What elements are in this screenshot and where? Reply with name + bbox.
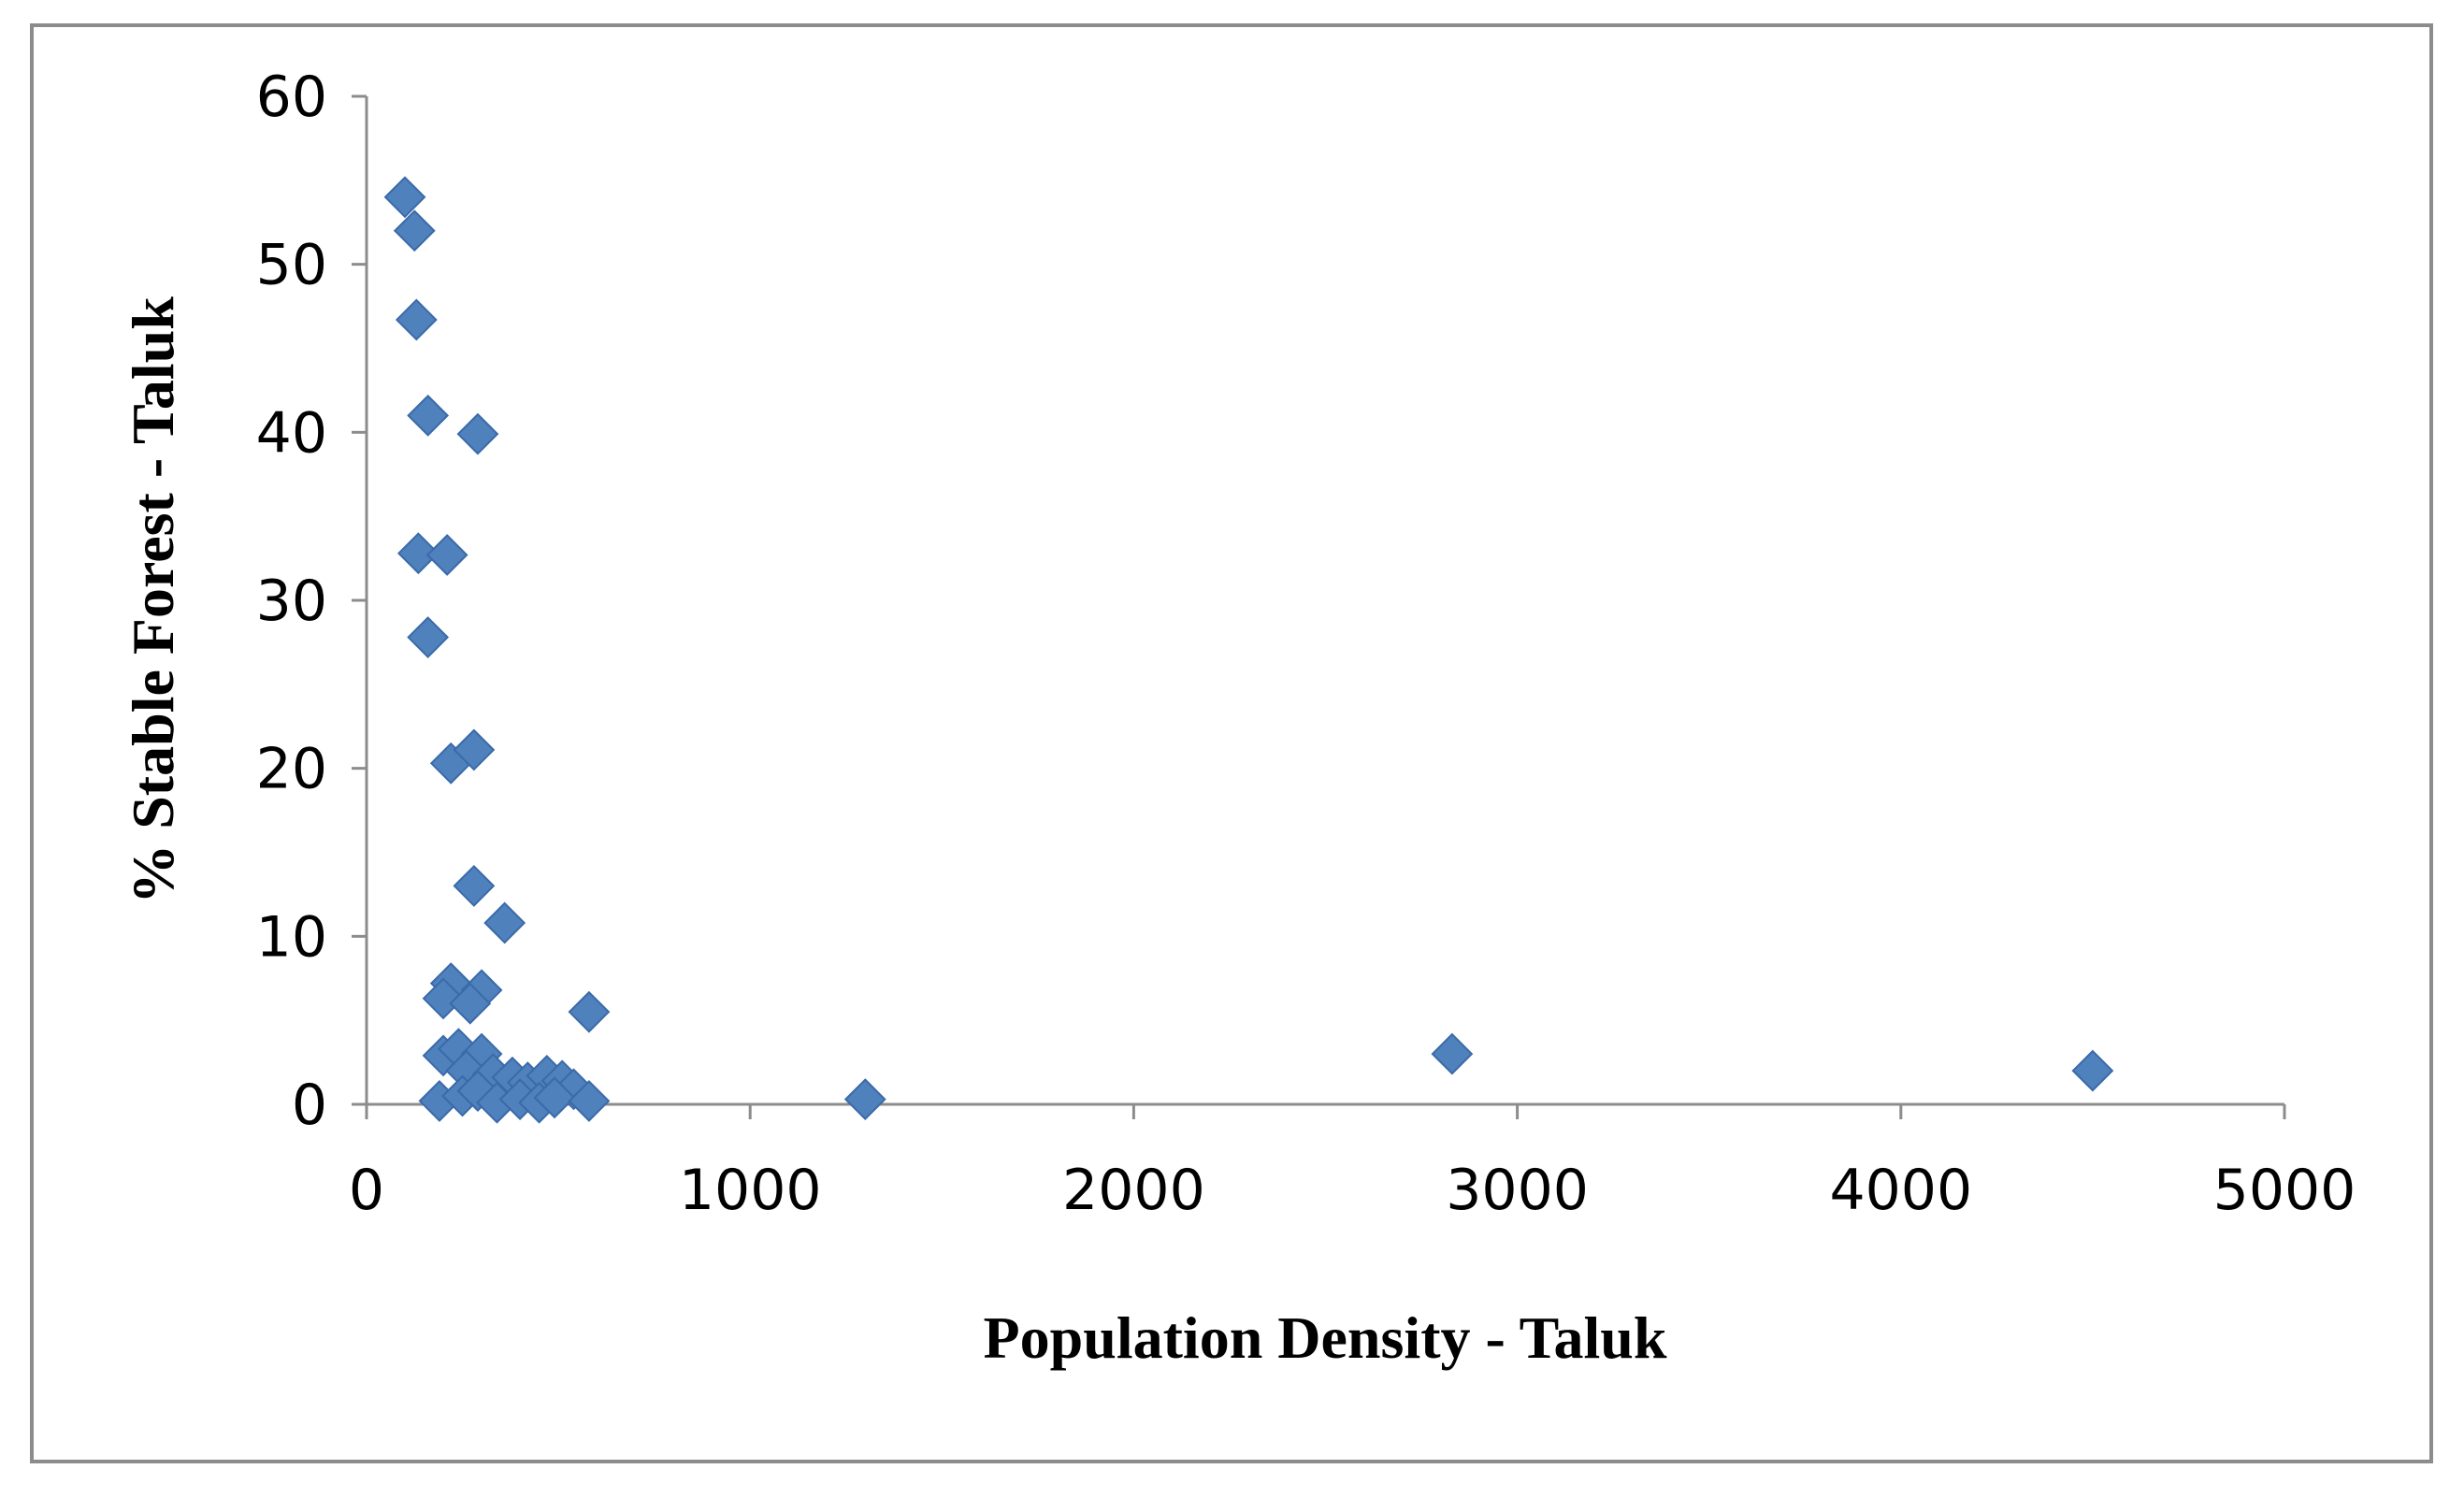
data-point: [568, 1079, 611, 1122]
x-tick-label: 0: [349, 1158, 384, 1223]
data-point: [425, 534, 468, 576]
y-tick-label: 60: [256, 65, 327, 130]
data-point: [395, 298, 438, 341]
y-tick-label: 50: [256, 233, 327, 298]
data-point: [843, 1078, 886, 1121]
x-ticks: 0 1000 2000 3000 4000 5000: [349, 1104, 2356, 1223]
data-point: [383, 176, 426, 219]
x-tick-label: 2000: [1062, 1158, 1205, 1223]
y-axis-title: % Stable Forest - Taluk: [120, 296, 186, 904]
chart-frame: [30, 23, 2433, 1463]
data-point: [483, 901, 526, 944]
data-point: [453, 865, 496, 907]
y-tick-label: 30: [256, 569, 327, 634]
data-point: [396, 532, 439, 575]
y-tick-label: 10: [256, 904, 327, 970]
data-point: [422, 977, 465, 1020]
data-point: [449, 982, 492, 1025]
data-point: [393, 209, 436, 252]
data-point: [2071, 1049, 2114, 1092]
data-point: [568, 990, 611, 1033]
data-point: [1431, 1032, 1474, 1075]
y-tick-label: 40: [256, 400, 327, 466]
data-point: [453, 728, 496, 771]
y-ticks: 0 10 20 30 40 50 60: [256, 65, 367, 1138]
data-point: [407, 394, 450, 437]
x-axis-title: Population Density - Taluk: [984, 1304, 1667, 1371]
data-point: [407, 616, 450, 658]
y-tick-label: 0: [292, 1073, 327, 1138]
data-point: [533, 1076, 576, 1119]
data-markers: [383, 176, 2114, 1124]
y-tick-label: 20: [256, 737, 327, 802]
x-tick-label: 4000: [1829, 1158, 1972, 1223]
x-tick-label: 5000: [2213, 1158, 2356, 1223]
x-tick-label: 1000: [679, 1158, 822, 1223]
data-point: [456, 1070, 499, 1113]
data-point: [456, 412, 499, 455]
x-tick-label: 3000: [1446, 1158, 1589, 1223]
